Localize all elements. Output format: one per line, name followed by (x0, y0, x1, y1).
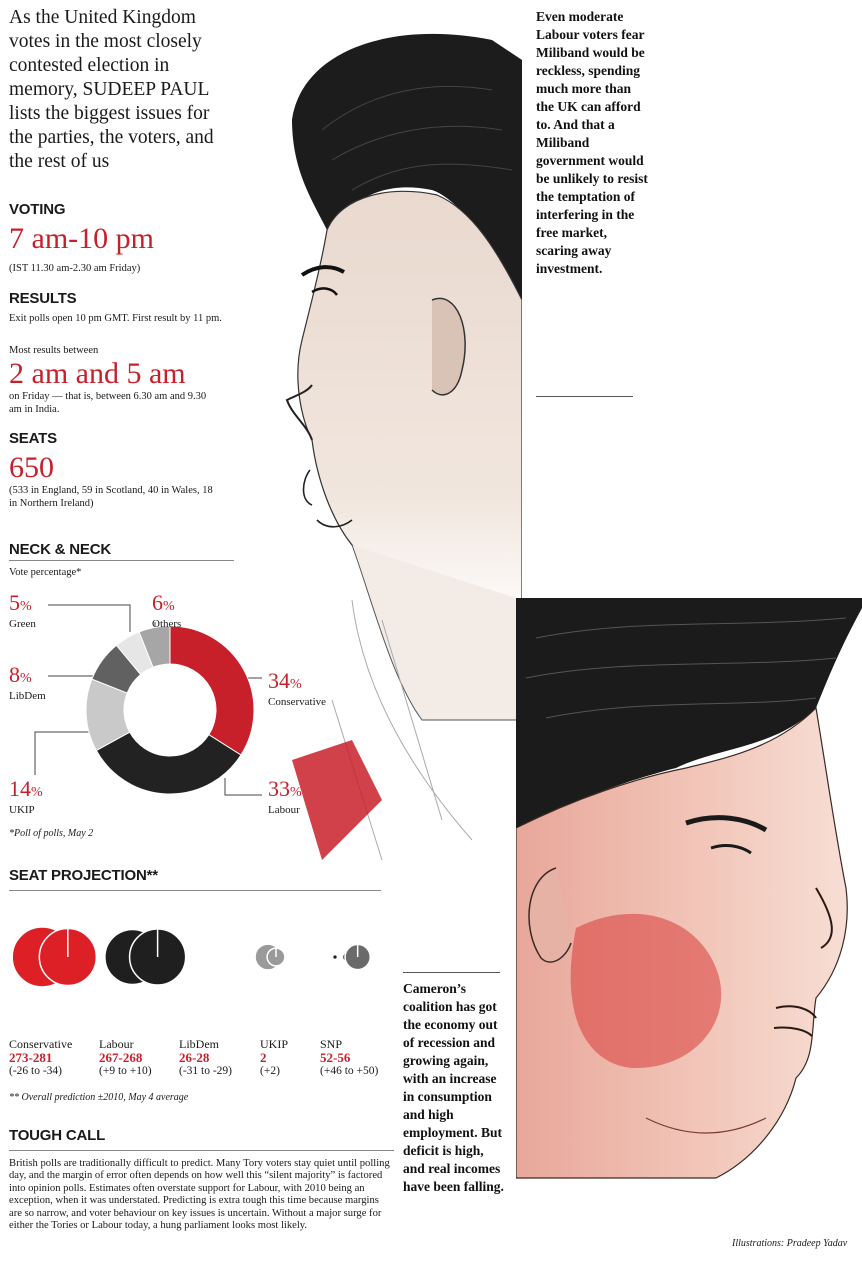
seat-projection-rule (9, 890, 381, 891)
voting-time: 7 am-10 pm (9, 222, 154, 255)
legend-labour: 33% Labour (268, 776, 302, 817)
seat-snp-name: SNP (320, 1037, 343, 1051)
tough-call-rule (9, 1150, 394, 1151)
neck-subtitle: Vote percentage* (9, 567, 82, 578)
seat-labour-range: 267-268 (99, 1050, 143, 1065)
cameron-quote-rule (403, 972, 500, 973)
seats-total: 650 (9, 451, 54, 484)
results-note: on Friday — that is, between 6.30 am and… (9, 391, 207, 415)
results-exit-polls: Exit polls open 10 pm GMT. First result … (9, 313, 222, 324)
seat-ukip-name: UKIP (260, 1037, 289, 1051)
neck-heading: NECK & NECK (9, 541, 111, 558)
seat-conservative-name: Conservative (9, 1037, 73, 1051)
seat-projection-circles (11, 926, 371, 988)
seat-conservative: Conservative 273-281 (-26 to -34) (9, 1038, 99, 1078)
seat-ukip-change: (+2) (260, 1065, 280, 1077)
legend-green-value: 5 (9, 590, 20, 615)
seat-libdem-name: LibDem (179, 1037, 219, 1051)
legend-others-label: Others (152, 618, 182, 630)
seat-ukip-range: 2 (260, 1050, 267, 1065)
legend-libdem-percent: % (20, 671, 32, 686)
results-time: 2 am and 5 am (9, 357, 186, 390)
legend-conservative-percent: % (290, 677, 302, 692)
tough-call-body: British polls are traditionally difficul… (9, 1158, 390, 1232)
tough-call-heading: TOUGH CALL (9, 1127, 106, 1144)
legend-conservative: 34% Conservative (268, 668, 327, 709)
legend-green: 5% Green (9, 590, 36, 631)
legend-ukip-percent: % (31, 785, 43, 800)
intro-text: As the United Kingdom votes in the most … (9, 7, 214, 172)
seat-circle-group-libdem (254, 943, 286, 971)
seat-circle-group-snp (341, 943, 371, 971)
neck-footnote: *Poll of polls, May 2 (9, 828, 94, 839)
legend-labour-percent: % (290, 785, 302, 800)
legend-green-percent: % (20, 599, 32, 614)
legend-green-label: Green (9, 618, 36, 630)
legend-others-percent: % (163, 599, 175, 614)
donut-slice-labour (95, 731, 242, 795)
vote-donut-chart (34, 604, 262, 796)
seat-libdem-range: 26-28 (179, 1050, 210, 1065)
leader-green (48, 604, 131, 632)
donut-slice-conservative (169, 625, 255, 756)
seat-libdem-change: (-31 to -29) (179, 1065, 233, 1077)
miliband-quote: Even moderate Labour voters fear Miliban… (536, 9, 648, 276)
legend-libdem-label: LibDem (9, 690, 46, 702)
seat-snp: SNP 52-56 (+46 to +50) (320, 1038, 390, 1078)
seat-conservative-change: (-26 to -34) (9, 1065, 63, 1077)
legend-others-value: 6 (152, 590, 163, 615)
seat-circle-projected-ukip (331, 953, 339, 961)
cameron-illustration (516, 598, 862, 1179)
legend-others: 6% Others (152, 590, 182, 631)
seat-circle-group-labour (104, 928, 187, 986)
illustration-credit: Illustrations: Pradeep Yadav (732, 1238, 848, 1249)
seats-heading: SEATS (9, 430, 57, 447)
legend-ukip-value: 14 (9, 776, 31, 801)
legend-labour-label: Labour (268, 804, 300, 816)
leader-labour (224, 778, 262, 796)
miliband-illustration (285, 33, 522, 861)
voting-ist-note: (IST 11.30 am-2.30 am Friday) (9, 263, 141, 274)
seat-snp-range: 52-56 (320, 1050, 351, 1065)
legend-ukip-label: UKIP (9, 804, 35, 816)
results-heading: RESULTS (9, 290, 77, 307)
miliband-quote-rule (536, 396, 633, 397)
seat-circle-group-ukip (331, 953, 339, 961)
legend-conservative-label: Conservative (268, 696, 327, 708)
seat-circle-group-conservative (11, 926, 98, 988)
cameron-quote: Cameron’s coalition has got the economy … (403, 981, 504, 1194)
neck-rule (9, 560, 234, 561)
seat-labour-change: (+9 to +10) (99, 1065, 152, 1077)
donut-slice-others (138, 625, 171, 668)
legend-conservative-value: 34 (268, 668, 290, 693)
seats-breakdown: (533 in England, 59 in Scotland, 40 in W… (9, 485, 213, 509)
seat-labour: Labour 267-268 (+9 to +10) (99, 1038, 179, 1078)
voting-heading: VOTING (9, 201, 66, 218)
leader-ukip (34, 731, 92, 775)
seat-projection-footnote: ** Overall prediction ±2010, May 4 avera… (9, 1092, 189, 1103)
seat-snp-change: (+46 to +50) (320, 1065, 379, 1077)
seat-conservative-range: 273-281 (9, 1050, 53, 1065)
legend-ukip: 14% UKIP (9, 776, 43, 817)
seat-libdem: LibDem 26-28 (-31 to -29) (179, 1038, 254, 1078)
seat-ukip: UKIP 2 (+2) (260, 1038, 315, 1078)
legend-libdem: 8% LibDem (9, 662, 46, 703)
seat-labour-name: Labour (99, 1037, 134, 1051)
seat-projection-heading: SEAT PROJECTION** (9, 867, 158, 884)
legend-libdem-value: 8 (9, 662, 20, 687)
legend-labour-value: 33 (268, 776, 290, 801)
results-most-between: Most results between (9, 345, 99, 356)
